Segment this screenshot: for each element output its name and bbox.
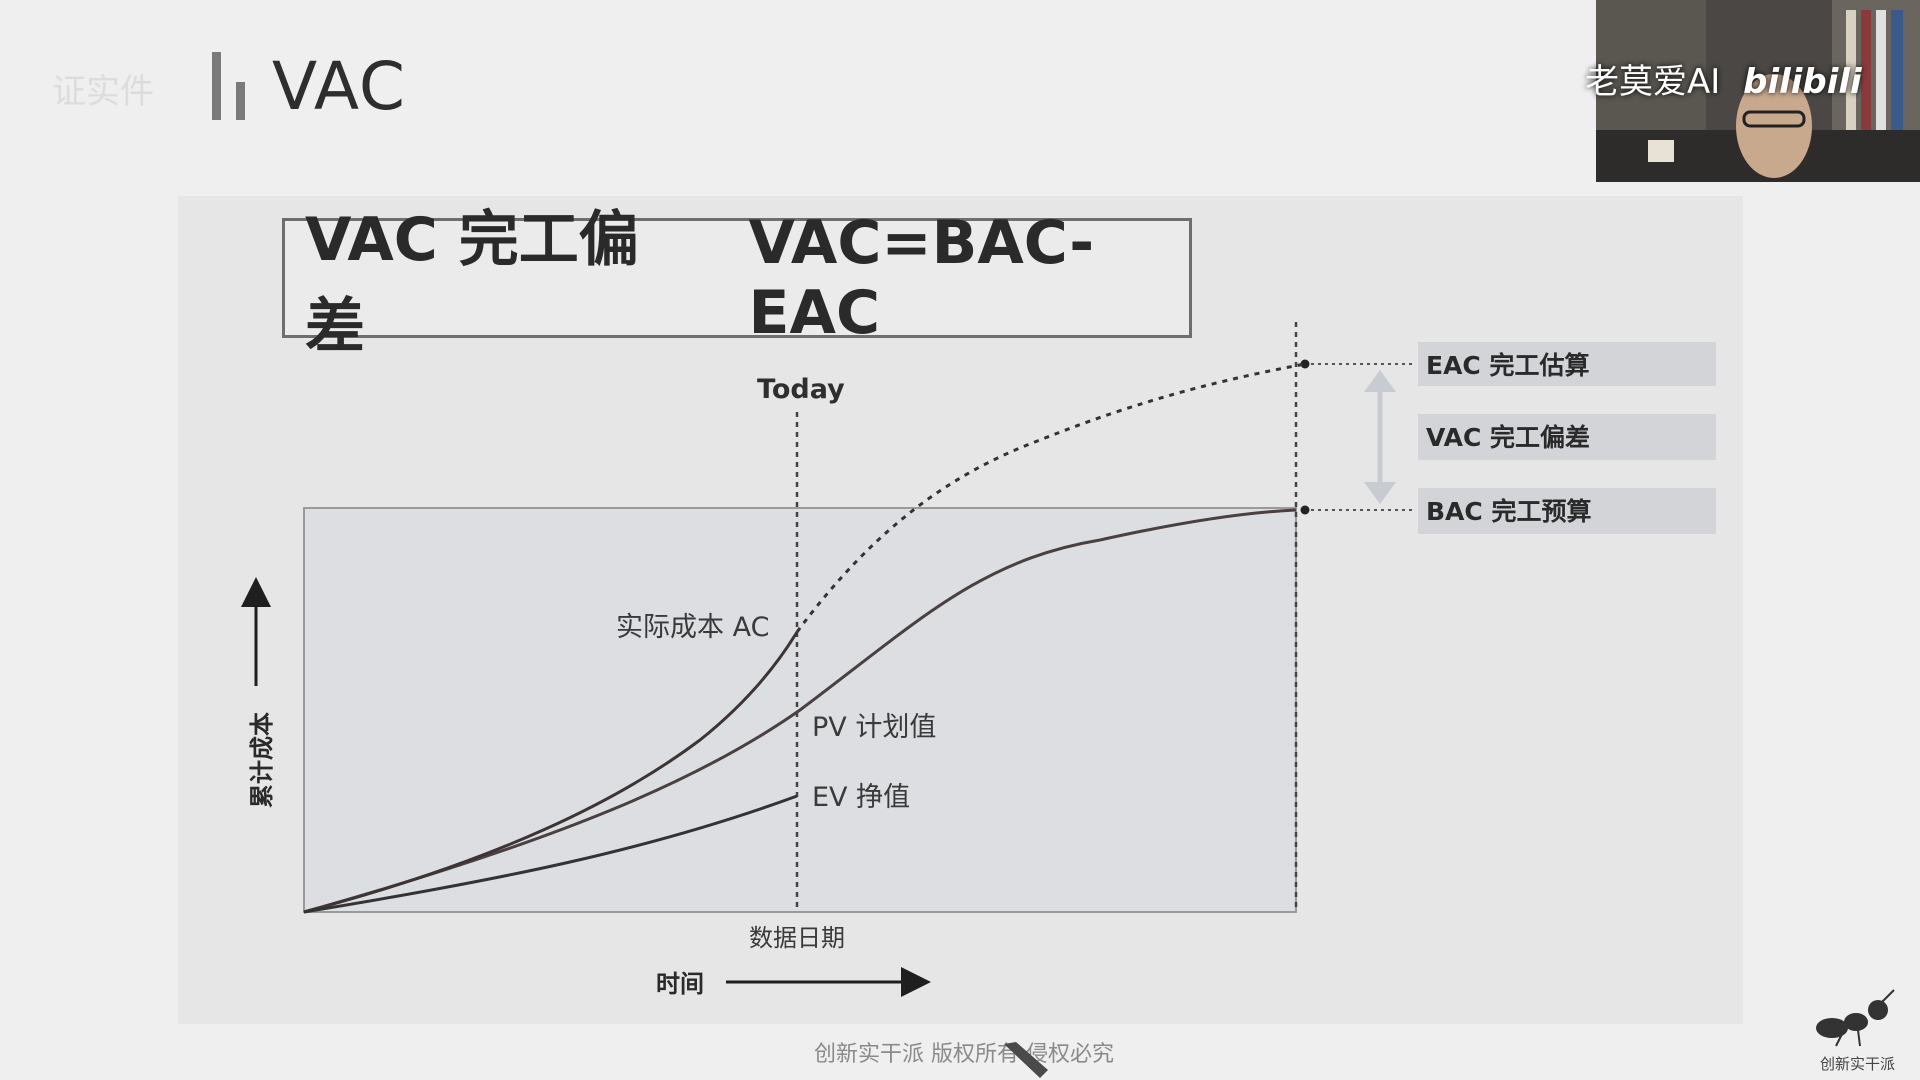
pv-curve bbox=[303, 508, 1297, 914]
logo-text: 创新实干派 bbox=[1820, 1055, 1896, 1073]
title-bar-mark-1 bbox=[212, 52, 221, 120]
webcam-caption-text: 老莫爱AI bbox=[1585, 62, 1721, 102]
webcam-overlay bbox=[1596, 0, 1920, 182]
bac-point bbox=[1300, 505, 1310, 515]
bac-label: BAC 完工预算 bbox=[1426, 497, 1591, 526]
formula-box: VAC 完工偏差 VAC=BAC-EAC bbox=[282, 205, 1192, 362]
eac-label-box bbox=[1418, 342, 1716, 386]
copyright-notice: 创新实干派 版权所有 侵权必究 bbox=[814, 1042, 1114, 1067]
today-label: Today bbox=[757, 374, 845, 405]
y-axis-label: 累计成本 bbox=[248, 712, 276, 808]
eac-label: EAC 完工估算 bbox=[1426, 351, 1589, 380]
webcam-brand: bilibili bbox=[1743, 62, 1862, 102]
ant-logo-icon bbox=[1816, 989, 1895, 1047]
ev-curve bbox=[303, 794, 798, 914]
bac-label-box bbox=[1418, 488, 1716, 534]
pv-label: PV 计划值 bbox=[812, 712, 936, 743]
ac-curve bbox=[303, 631, 799, 914]
formula-equation: VAC=BAC-EAC bbox=[748, 208, 1095, 348]
title-bar-mark-2 bbox=[236, 82, 245, 120]
vac-arrow-bottom bbox=[1364, 482, 1396, 504]
eac-point bbox=[1300, 359, 1310, 369]
data-date-label: 数据日期 bbox=[749, 924, 845, 952]
vac-arrow-top bbox=[1364, 370, 1396, 392]
webcam-caption: 老莫爱AI bilibili bbox=[1585, 54, 1862, 103]
vac-label-box bbox=[1418, 414, 1716, 460]
faint-background-text: 证实件 bbox=[52, 72, 154, 112]
formula-definition: VAC 完工偏差 bbox=[305, 205, 639, 362]
x-axis-label: 时间 bbox=[656, 970, 704, 998]
pen-cursor-icon bbox=[1004, 1042, 1048, 1078]
eac-projection bbox=[795, 362, 1306, 633]
webcam-scene bbox=[1596, 0, 1920, 182]
ev-label: EV 挣值 bbox=[812, 782, 910, 813]
slide-title: VAC bbox=[272, 48, 407, 125]
ac-label: 实际成本 AC bbox=[616, 612, 769, 643]
vac-label: VAC 完工偏差 bbox=[1426, 423, 1590, 452]
